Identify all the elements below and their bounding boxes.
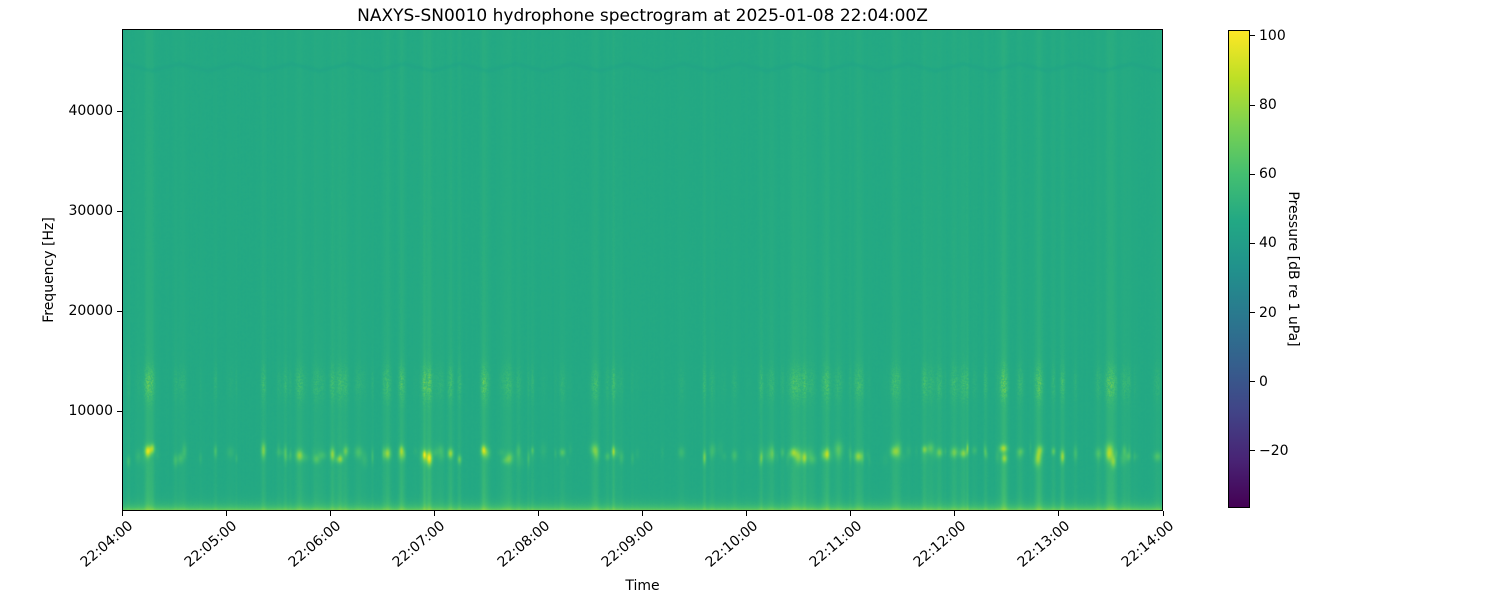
- plot-area: [122, 29, 1163, 511]
- x-tick-mark: [850, 511, 852, 516]
- x-tick-label: 22:14:00: [1118, 518, 1178, 571]
- colorbar-tick-label: 40: [1259, 235, 1277, 252]
- colorbar-tick-label: −20: [1259, 442, 1289, 459]
- x-tick-label: 22:05:00: [181, 518, 241, 571]
- colorbar-tick-mark: [1250, 35, 1255, 37]
- y-tick-label: 40000: [68, 103, 113, 119]
- colorbar-tick-label: 80: [1259, 97, 1277, 114]
- y-tick-label: 30000: [68, 203, 113, 219]
- colorbar-tick-mark: [1250, 312, 1255, 314]
- y-axis-label: Frequency [Hz]: [41, 217, 57, 323]
- colorbar: [1228, 30, 1250, 508]
- y-tick-label: 20000: [68, 303, 113, 319]
- x-tick-label: 22:08:00: [494, 518, 553, 571]
- colorbar-tick-label: 100: [1259, 27, 1286, 44]
- colorbar-tick-label: 0: [1259, 373, 1268, 390]
- y-tick-mark: [117, 310, 122, 312]
- x-tick-mark: [433, 511, 435, 516]
- x-tick-label: 22:04:00: [77, 518, 137, 571]
- x-axis-label: Time: [625, 578, 660, 594]
- colorbar-tick-mark: [1250, 173, 1255, 175]
- x-tick-label: 22:09:00: [598, 518, 657, 571]
- y-tick-mark: [117, 110, 122, 112]
- x-tick-label: 22:06:00: [286, 518, 345, 571]
- x-tick-mark: [1058, 511, 1060, 516]
- colorbar-gradient: [1229, 31, 1249, 507]
- x-tick-mark: [329, 511, 331, 516]
- colorbar-tick-mark: [1250, 242, 1255, 244]
- x-tick-mark: [537, 511, 539, 516]
- spectrogram-image: [123, 30, 1162, 510]
- y-tick-label: 10000: [68, 403, 113, 419]
- y-tick-mark: [117, 410, 122, 412]
- x-tick-label: 22:10:00: [702, 518, 761, 571]
- colorbar-tick-label: 60: [1259, 166, 1277, 183]
- chart-title: NAXYS-SN0010 hydrophone spectrogram at 2…: [357, 6, 928, 26]
- colorbar-tick-label: 20: [1259, 304, 1277, 321]
- colorbar-tick-mark: [1250, 450, 1255, 452]
- colorbar-label: Pressure [dB re 1 uPa]: [1285, 191, 1301, 347]
- x-tick-label: 22:13:00: [1014, 518, 1074, 571]
- y-tick-mark: [117, 210, 122, 212]
- x-tick-mark: [121, 511, 123, 516]
- x-tick-mark: [642, 511, 643, 516]
- x-tick-label: 22:07:00: [390, 518, 449, 571]
- x-tick-mark: [746, 511, 748, 516]
- x-tick-mark: [1162, 511, 1164, 516]
- x-tick-mark: [225, 511, 227, 516]
- x-tick-label: 22:12:00: [910, 518, 970, 571]
- colorbar-tick-mark: [1250, 104, 1255, 106]
- x-tick-label: 22:11:00: [806, 518, 865, 571]
- colorbar-tick-mark: [1250, 381, 1255, 383]
- x-tick-mark: [954, 511, 956, 516]
